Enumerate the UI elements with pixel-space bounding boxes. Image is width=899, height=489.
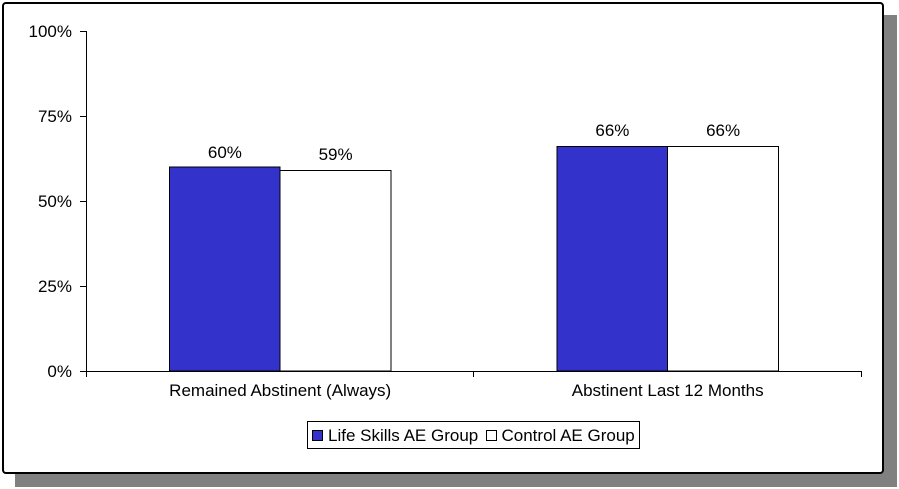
svg-text:Life Skills AE Group: Life Skills AE Group [328,426,478,445]
svg-text:59%: 59% [319,145,353,164]
svg-text:Control AE Group: Control AE Group [502,426,635,445]
svg-text:66%: 66% [706,121,740,140]
svg-text:75%: 75% [38,107,72,126]
svg-text:100%: 100% [29,22,72,41]
svg-text:66%: 66% [595,121,629,140]
svg-text:25%: 25% [38,277,72,296]
svg-text:Abstinent Last 12 Months: Abstinent Last 12 Months [572,381,764,400]
svg-text:Remained Abstinent (Always): Remained Abstinent (Always) [169,381,391,400]
svg-text:0%: 0% [47,362,72,381]
svg-text:50%: 50% [38,192,72,211]
svg-text:60%: 60% [208,143,242,162]
